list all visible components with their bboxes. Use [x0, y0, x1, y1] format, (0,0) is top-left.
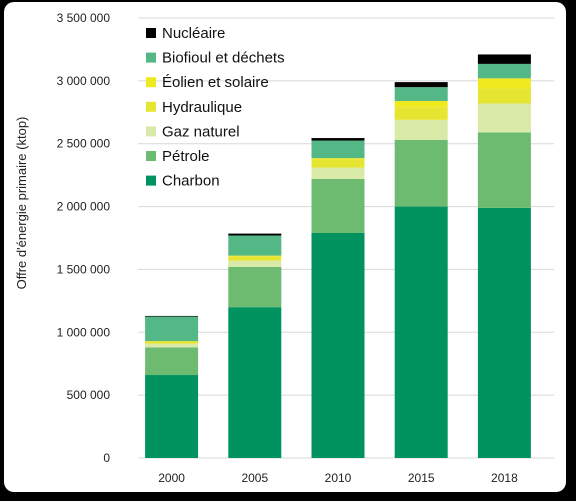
bar-segment-2015--olien-et-solaire: [394, 100, 448, 108]
legend-swatch: [146, 101, 156, 112]
legend-swatch: [146, 151, 156, 161]
legend-swatch: [146, 77, 156, 88]
bar-segment-2005-p-trole: [228, 266, 282, 308]
y-tick-label: 3 000 000: [57, 74, 111, 88]
y-tick-label: 500 000: [67, 388, 111, 402]
bar-segment-2015-biofioul-et-d-chets: [394, 87, 448, 101]
bar-segment-2010-biofioul-et-d-chets: [311, 140, 365, 159]
bar-segment-2005-biofioul-et-d-chets: [228, 235, 282, 256]
legend-label: Biofioul et déchets: [162, 50, 285, 67]
legend-swatch: [146, 126, 156, 137]
bar-segment-2005--olien-et-solaire: [228, 255, 282, 257]
y-tick-label: 1 000 000: [57, 325, 111, 339]
bar-segment-2018-nucl-aire: [477, 54, 531, 64]
bar-segment-2010-hydraulique: [311, 159, 365, 168]
legend-label: Éolien et solaire: [162, 74, 269, 91]
y-axis: 0 500 000 1 000 000 1 500 000 2 000 000 2 500…: [57, 11, 111, 465]
bar-segment-2015-hydraulique: [394, 107, 448, 120]
legend-swatch: [146, 175, 156, 186]
bar-segment-2005-charbon: [228, 307, 282, 458]
bar-segment-2005-nucl-aire: [228, 233, 282, 236]
stacked-bar-chart: 0 500 000 1 000 000 1 500 000 2 000 000 2 500…: [14, 11, 554, 485]
y-tick-label: 2 000 000: [57, 200, 111, 214]
legend-label: Charbon: [162, 173, 220, 190]
x-tick-label: 2010: [325, 471, 352, 485]
legend-swatch: [146, 28, 156, 38]
legend-label: Pétrole: [162, 148, 210, 165]
y-axis-label: Offre d'énergie primaire (ktop): [14, 117, 29, 290]
chart-card: 0 500 000 1 000 000 1 500 000 2 000 000 2 500…: [4, 2, 566, 492]
bar-segment-2015-nucl-aire: [394, 82, 448, 88]
bar-segment-2000-p-trole: [145, 347, 199, 376]
legend-label: Nucléaire: [162, 25, 225, 42]
x-tick-label: 2000: [158, 471, 185, 485]
bar-segment-2010--olien-et-solaire: [311, 158, 365, 160]
legend-label: Gaz naturel: [162, 123, 240, 140]
y-tick-label: 0: [103, 451, 110, 465]
y-tick-label: 2 500 000: [57, 137, 111, 151]
bar-segment-2010-nucl-aire: [311, 138, 365, 141]
bar-segment-2005-gaz-naturel: [228, 260, 282, 267]
bar-segment-2018-charbon: [477, 207, 531, 458]
bar-segment-2018-hydraulique: [477, 88, 531, 104]
bar-segment-2000-gaz-naturel: [145, 343, 199, 348]
legend-label: Hydraulique: [162, 99, 242, 116]
y-tick-label: 1 500 000: [57, 262, 111, 276]
bar-segment-2000-biofioul-et-d-chets: [145, 316, 199, 342]
bar-segment-2010-charbon: [311, 232, 365, 458]
bar-segment-2015-gaz-naturel: [394, 119, 448, 140]
bar-segment-2018-gaz-naturel: [477, 103, 531, 133]
bar-segment-2000-hydraulique: [145, 341, 199, 344]
bar-segment-2018-p-trole: [477, 132, 531, 208]
y-tick-label: 3 500 000: [57, 11, 111, 25]
legend: Nucléaire Biofioul et déchets Éolien et so…: [146, 25, 285, 190]
bar-segment-2010-gaz-naturel: [311, 167, 365, 179]
bar-segment-2018-biofioul-et-d-chets: [477, 63, 531, 79]
x-tick-label: 2005: [241, 471, 268, 485]
x-tick-label: 2015: [408, 471, 435, 485]
bar-segment-2015-p-trole: [394, 139, 448, 207]
bar-segment-2018--olien-et-solaire: [477, 78, 531, 89]
bar-segment-2000-nucl-aire: [145, 315, 199, 317]
bar-segment-2015-charbon: [394, 206, 448, 458]
bars: [145, 54, 531, 458]
x-axis: 2000 2005 2010 2015 2018: [158, 471, 518, 485]
x-tick-label: 2018: [491, 471, 518, 485]
bar-segment-2005-hydraulique: [228, 256, 282, 261]
bar-segment-2000-charbon: [145, 375, 199, 458]
legend-swatch: [146, 52, 156, 63]
bar-segment-2010-p-trole: [311, 178, 365, 233]
